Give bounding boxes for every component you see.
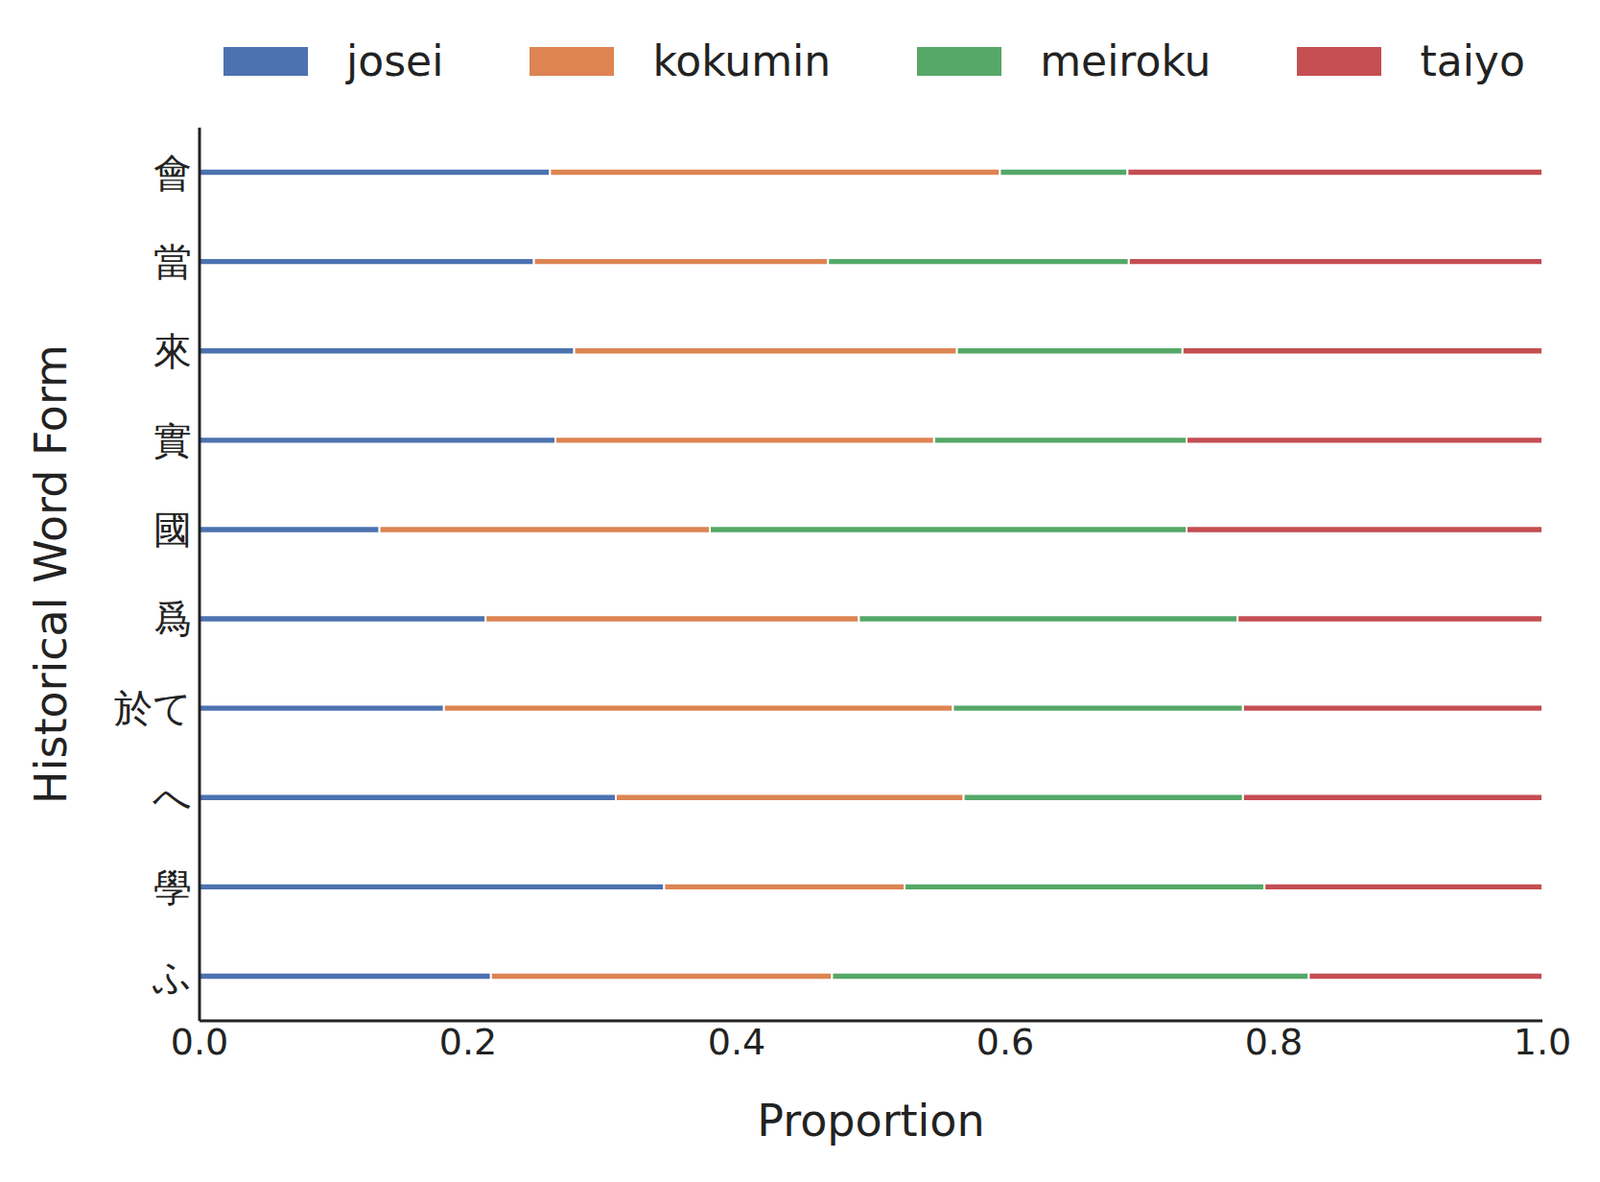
svg-text:へ: へ [152, 775, 192, 820]
html-text:josei: josei [346, 36, 444, 86]
svg-text:實: 實 [153, 418, 192, 463]
html-text:taiyo: taiyo [1420, 36, 1525, 86]
svg-text:0.2: 0.2 [439, 1020, 497, 1063]
svg-text:ふ: ふ [151, 954, 192, 999]
svg-text:當: 當 [153, 239, 192, 284]
svg-text:學: 學 [153, 865, 192, 910]
svg-text:0.8: 0.8 [1245, 1020, 1303, 1063]
svg-text:來: 來 [153, 329, 192, 374]
html-text:meiroku: meiroku [1040, 36, 1211, 86]
svg-text:0.6: 0.6 [976, 1020, 1035, 1063]
html-text:kokumin: kokumin [652, 36, 831, 86]
svg-text:國: 國 [153, 507, 192, 552]
svg-text:Historical Word Form: Historical Word Form [24, 344, 77, 804]
svg-text:1.0: 1.0 [1513, 1020, 1572, 1063]
svg-text:Proportion: Proportion [756, 1094, 985, 1147]
svg-text:0.4: 0.4 [707, 1020, 766, 1063]
svg-text:爲: 爲 [153, 596, 192, 641]
svg-text:會: 會 [153, 150, 192, 195]
svg-text:於て: 於て [114, 685, 192, 730]
svg-text:0.0: 0.0 [170, 1020, 229, 1063]
